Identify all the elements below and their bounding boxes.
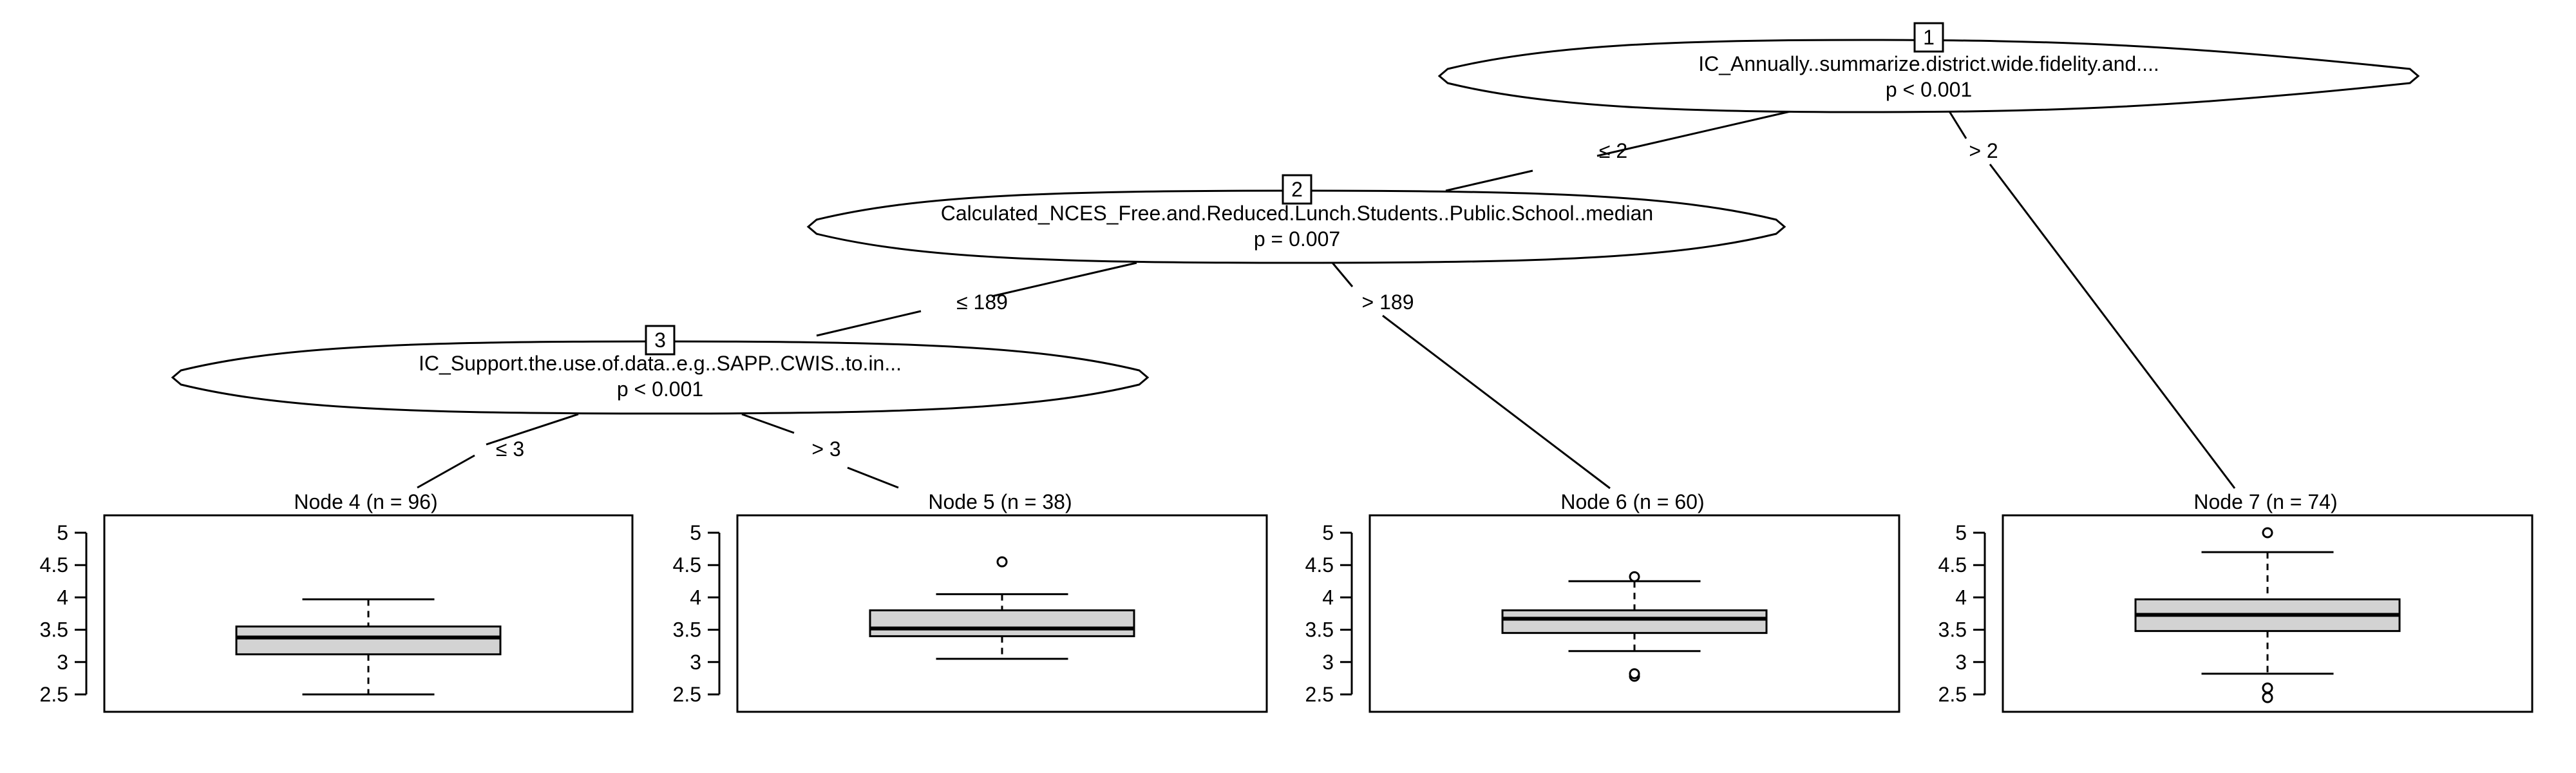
node-7-y-tick-label: 3 <box>1955 651 1967 674</box>
node-7-title: Node 7 (n = 74) <box>2193 490 2337 513</box>
node-7-plot-frame <box>2002 514 2533 713</box>
node-5-y-tick-label: 4.5 <box>673 553 701 577</box>
node-1-p-value: p < 0.001 <box>1886 78 1972 101</box>
node-4-plot-frame <box>103 514 634 713</box>
node-7-y-tick-label: 4 <box>1955 586 1967 609</box>
node-6-y-tick-label: 2.5 <box>1305 683 1334 706</box>
node-5-title: Node 5 (n = 38) <box>928 490 1072 513</box>
tree-edges <box>417 110 2236 490</box>
node-3-variable: IC_Support.the.use.of.data..e.g..SAPP..C… <box>419 352 902 375</box>
inner-node-3: 3 IC_Support.the.use.of.data..e.g..SAPP.… <box>171 325 1150 415</box>
terminal-boxplots: 5 4.5 4 3.5 3 2.5 5 4.5 4 3.5 3 2.5 5 4.5 4 3.5 3 2.5 5 4.5… <box>40 521 2401 706</box>
node-6-box <box>1501 609 1768 635</box>
node-4-y-tick-label: 5 <box>57 521 68 544</box>
node-3-id: 3 <box>654 329 666 352</box>
node-5-y-tick-label: 3 <box>690 651 701 674</box>
edge-2-6 <box>1331 262 1611 490</box>
edge-labels: ≤ 2 > 2 ≤ 189 > 189 ≤ 3 > 3 <box>496 139 1998 461</box>
node-6-y-tick-label: 3.5 <box>1305 618 1334 642</box>
edge-1-2 <box>1445 110 1791 192</box>
node-4-title: Node 4 (n = 96) <box>294 490 437 513</box>
node-4-y-tick-label: 2.5 <box>40 683 68 706</box>
node-5-y-tick-label: 3.5 <box>673 618 701 642</box>
node-3-ellipse <box>171 340 1150 415</box>
node-6-title: Node 6 (n = 60) <box>1560 490 1704 513</box>
node-1-id-box <box>1913 22 1944 53</box>
node-1-id: 1 <box>1923 26 1935 49</box>
node-5-outlier <box>996 556 1008 568</box>
edge-2-3 <box>816 262 1137 337</box>
node-4-y-tick-label: 4 <box>57 586 68 609</box>
node-7-outlier <box>2262 527 2273 539</box>
terminal-titles: Node 4 (n = 96) Node 5 (n = 38) Node 6 (… <box>294 490 2337 513</box>
edge-label-3-5: > 3 <box>811 437 840 461</box>
edge-label-2-6: > 189 <box>1362 291 1414 314</box>
node-2-p-value: p = 0.007 <box>1254 227 1340 251</box>
node-6-y-tick-label: 4 <box>1322 586 1334 609</box>
node-7-y-tick-label: 5 <box>1955 521 1967 544</box>
node-6-y-tick-label: 4.5 <box>1305 553 1334 577</box>
edge-1-7 <box>1948 111 2236 489</box>
node-4-y-tick-label: 3.5 <box>40 618 68 642</box>
node-2-ellipse <box>806 189 1786 264</box>
edge-label-1-7: > 2 <box>1969 139 1998 162</box>
node-7-y-tick-label: 4.5 <box>1938 553 1967 577</box>
node-3-p-value: p < 0.001 <box>617 377 703 401</box>
edge-label-2-3: ≤ 189 <box>956 291 1008 314</box>
node-1-ellipse <box>1437 39 2420 113</box>
node-7-y-tick-label: 3.5 <box>1938 618 1967 642</box>
node-4-y-tick-label: 3 <box>57 651 68 674</box>
node-5-plot-frame <box>736 514 1268 713</box>
node-6-y-tick-label: 5 <box>1322 521 1334 544</box>
node-2-variable: Calculated_NCES_Free.and.Reduced.Lunch.S… <box>941 202 1653 225</box>
node-6-outlier <box>1629 571 1640 582</box>
node-2-id: 2 <box>1291 178 1303 201</box>
node-7-outlier <box>2262 682 2273 694</box>
node-6-y-tick-label: 3 <box>1322 651 1334 674</box>
node-4-y-tick-label: 4.5 <box>40 553 68 577</box>
terminal-panels <box>103 514 2533 713</box>
inner-node-1: 1 IC_Annually..summarize.district.wide.f… <box>1437 22 2420 113</box>
node-4-box <box>235 625 502 656</box>
node-7-outlier <box>2262 692 2273 703</box>
node-5-box <box>869 609 1135 638</box>
node-5-y-tick-label: 2.5 <box>673 683 701 706</box>
edge-label-1-2: ≤ 2 <box>1599 139 1627 162</box>
edge-3-4 <box>417 413 579 489</box>
node-5-y-tick-label: 4 <box>690 586 701 609</box>
edge-label-3-4: ≤ 3 <box>496 437 524 461</box>
node-3-id-box <box>645 325 676 356</box>
node-1-variable: IC_Annually..summarize.district.wide.fid… <box>1698 52 2159 75</box>
node-6-outlier <box>1629 668 1640 680</box>
inner-node-2: 2 Calculated_NCES_Free.and.Reduced.Lunch… <box>806 174 1786 264</box>
edge-3-5 <box>741 413 899 489</box>
node-6-plot-frame <box>1368 514 1900 713</box>
node-2-id-box <box>1282 174 1312 205</box>
node-7-y-tick-label: 2.5 <box>1938 683 1967 706</box>
node-5-y-tick-label: 5 <box>690 521 701 544</box>
